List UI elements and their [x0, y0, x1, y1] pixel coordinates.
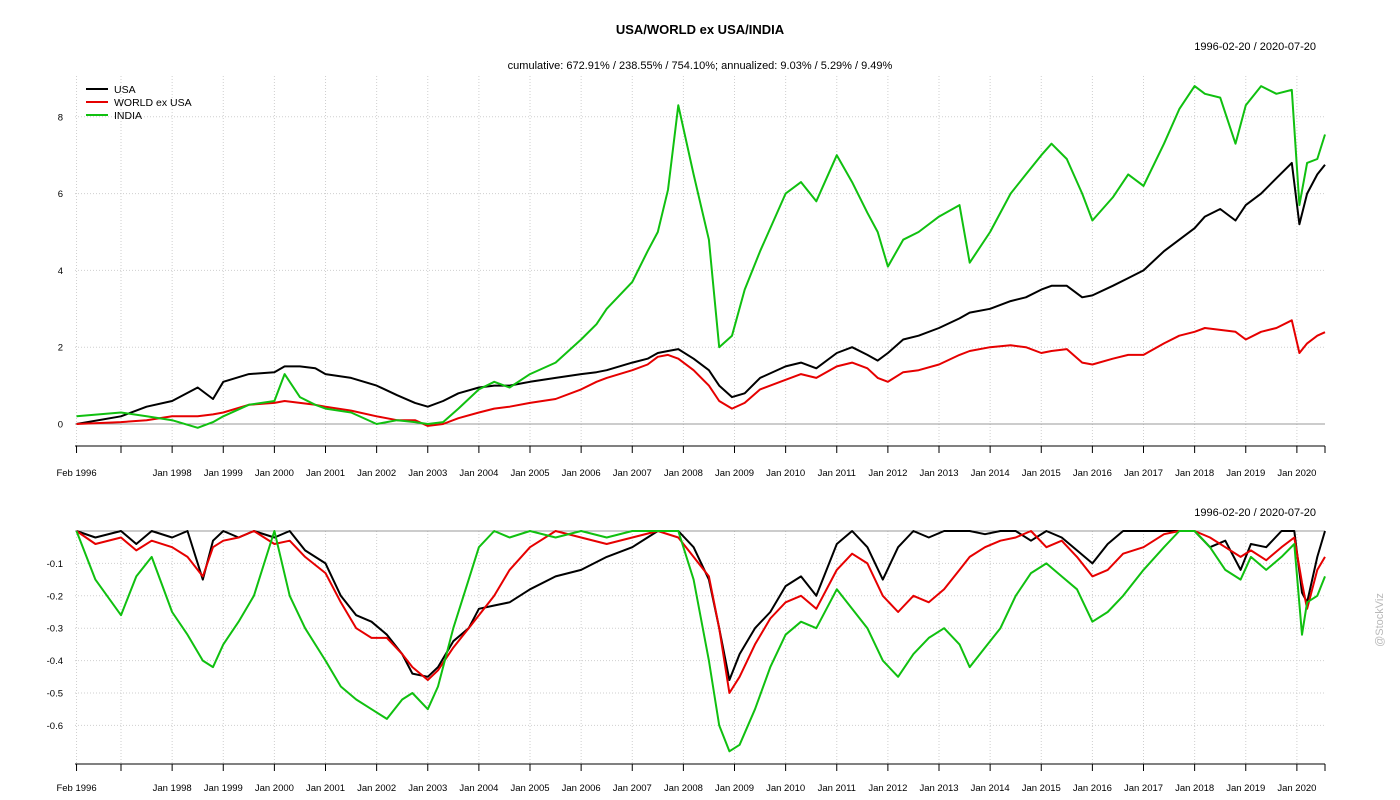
- x-tick-label: Jan 2016: [1073, 468, 1112, 479]
- x-tick-label: Jan 2014: [971, 783, 1010, 794]
- x-tick-label: Jan 2008: [664, 468, 703, 479]
- x-tick-label: Jan 1998: [153, 468, 192, 479]
- x-tick-label: Jan 2000: [255, 468, 294, 479]
- x-tick-label: Jan 2016: [1073, 783, 1112, 794]
- watermark: @StockViz: [1374, 593, 1386, 647]
- bottom-series-group: [75, 530, 1326, 753]
- x-tick-label: Jan 2007: [613, 468, 652, 479]
- x-tick-label: Jan 2011: [818, 468, 856, 479]
- y-tick-label: -0.3: [47, 624, 63, 635]
- top-x-ticks: Feb 1996 Jan 1998 Jan 1999 Jan 2000 Jan 2001…: [56, 446, 1326, 479]
- x-tick-label: Jan 1999: [204, 783, 243, 794]
- x-tick-label: Jan 2017: [1124, 783, 1163, 794]
- x-tick-label: Jan 2007: [613, 783, 652, 794]
- x-tick-label: Jan 2001: [306, 783, 345, 794]
- x-tick-label: Jan 2006: [562, 468, 601, 479]
- x-tick-label: Jan 1998: [153, 783, 192, 794]
- bottom-date-range: 1996-02-20 / 2020-07-20: [1194, 507, 1316, 519]
- y-tick-label: 4: [58, 266, 63, 277]
- chart-title: USA/WORLD ex USA/INDIA: [616, 22, 785, 37]
- x-tick-label: Jan 2004: [459, 783, 498, 794]
- bottom-grid: [75, 531, 1325, 764]
- x-tick-label: Jan 2002: [357, 783, 396, 794]
- x-tick-label: Jan 2008: [664, 783, 703, 794]
- x-tick-label: Feb 1996: [56, 468, 96, 479]
- y-tick-label: -0.2: [47, 591, 63, 602]
- series-line-india: [75, 530, 1326, 753]
- x-tick-label: Jan 2013: [919, 783, 958, 794]
- x-tick-label: Jan 2009: [715, 468, 754, 479]
- legend-label-india: INDIA: [114, 110, 142, 122]
- x-tick-label: Jan 2011: [818, 783, 856, 794]
- top-y-ticks: 0 2 4 6 8: [58, 112, 63, 430]
- x-tick-label: Jan 2020: [1277, 468, 1316, 479]
- top-date-range: 1996-02-20 / 2020-07-20: [1194, 41, 1316, 53]
- x-tick-label: Jan 2002: [357, 468, 396, 479]
- x-tick-label: Jan 2003: [408, 783, 447, 794]
- y-tick-label: -0.6: [47, 721, 63, 732]
- x-tick-label: Jan 2010: [766, 783, 805, 794]
- bottom-panel: 1996-02-20 / 2020-07-20 Feb 1996 Jan 1998…: [47, 507, 1326, 794]
- x-tick-label: Jan 2012: [868, 468, 907, 479]
- x-tick-label: Jan 2018: [1175, 783, 1214, 794]
- bottom-y-ticks: -0.1 -0.2 -0.3 -0.4 -0.5 -0.6: [47, 559, 63, 732]
- x-tick-label: Jan 2013: [919, 468, 958, 479]
- x-tick-label: Jan 2015: [1022, 468, 1061, 479]
- y-tick-label: -0.4: [47, 656, 63, 667]
- legend-label-world-ex-usa: WORLD ex USA: [114, 97, 192, 109]
- series-line-usa: [76, 530, 1326, 681]
- legend: USA WORLD ex USA INDIA: [86, 84, 192, 122]
- legend-label-usa: USA: [114, 84, 136, 96]
- x-tick-label: Jan 2019: [1226, 783, 1265, 794]
- series-line-world-ex-usa: [75, 530, 1326, 694]
- x-tick-label: Jan 2006: [562, 783, 601, 794]
- x-tick-label: Jan 2003: [408, 468, 447, 479]
- x-tick-label: Jan 2012: [868, 783, 907, 794]
- x-tick-label: Jan 2017: [1124, 468, 1163, 479]
- x-tick-label: Jan 2009: [715, 783, 754, 794]
- x-tick-label: Jan 2020: [1277, 783, 1316, 794]
- x-tick-label: Jan 2010: [766, 468, 805, 479]
- x-tick-label: Jan 2000: [255, 783, 294, 794]
- x-tick-label: Jan 2001: [306, 468, 345, 479]
- y-tick-label: 8: [58, 112, 63, 123]
- series-line-usa: [76, 161, 1326, 425]
- y-tick-label: 2: [58, 343, 63, 354]
- bottom-x-ticks: Feb 1996 Jan 1998 Jan 1999 Jan 2000 Jan 2001…: [56, 764, 1326, 794]
- x-tick-label: Jan 2015: [1022, 783, 1061, 794]
- x-tick-label: Jan 2014: [971, 468, 1010, 479]
- x-tick-label: Jan 2005: [510, 468, 549, 479]
- x-tick-label: Jan 2018: [1175, 468, 1214, 479]
- x-tick-label: Feb 1996: [56, 783, 96, 794]
- chart-subtitle: cumulative: 672.91% / 238.55% / 754.10%;…: [508, 60, 893, 72]
- series-line-india: [76, 85, 1326, 429]
- y-tick-label: 0: [58, 420, 63, 431]
- top-series-group: [76, 85, 1326, 429]
- y-tick-label: -0.5: [47, 689, 63, 700]
- series-line-world-ex-usa: [76, 319, 1326, 427]
- x-tick-label: Jan 2004: [459, 468, 498, 479]
- top-panel: USA/WORLD ex USA/INDIA 1996-02-20 / 2020…: [56, 22, 1326, 479]
- y-tick-label: -0.1: [47, 559, 63, 570]
- x-tick-label: Jan 1999: [204, 468, 243, 479]
- y-tick-label: 6: [58, 189, 63, 200]
- x-tick-label: Jan 2019: [1226, 468, 1265, 479]
- x-tick-label: Jan 2005: [510, 783, 549, 794]
